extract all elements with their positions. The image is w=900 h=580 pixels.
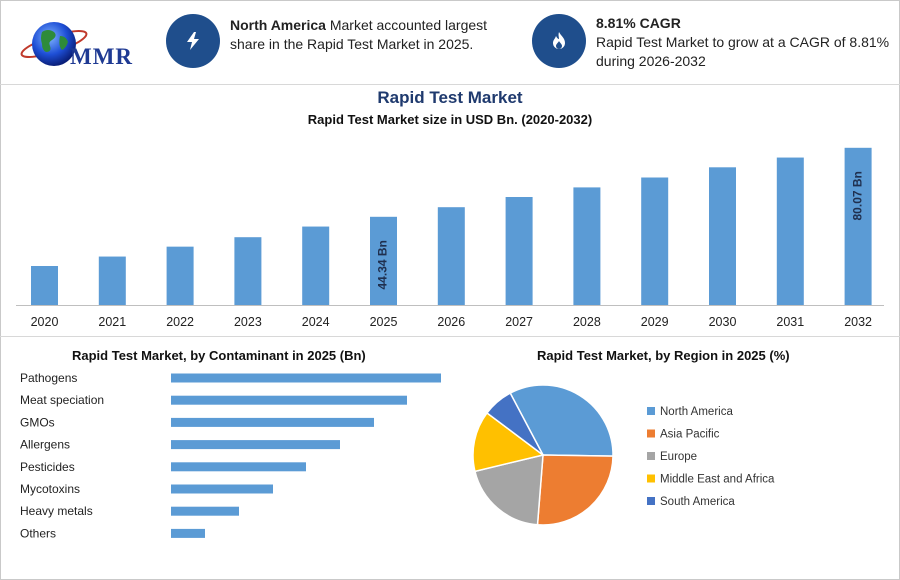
- data-label-2025: 44.34 Bn: [376, 240, 390, 289]
- x-tick-label: 2028: [573, 315, 601, 329]
- hbar-others: [171, 528, 205, 538]
- x-tick-label: 2026: [437, 315, 465, 329]
- badge1-line2: share in the Rapid Test Market in 2025.: [230, 36, 474, 52]
- x-tick-label: 2031: [776, 315, 804, 329]
- globe-logo-icon: [20, 22, 88, 66]
- bar-2020: [31, 266, 58, 305]
- x-tick-label: 2024: [302, 315, 330, 329]
- badge-lightning-circle: [166, 14, 220, 68]
- pie-slice-europe: [474, 454, 544, 526]
- market-size-bar-chart: 2020 2021 2022 2023 2024 2025 44.34 Bn 2026 2027…: [16, 147, 884, 329]
- legend-label: Middle East and Africa: [660, 474, 775, 486]
- x-tick-label: 2025: [370, 315, 398, 329]
- bar-2022: [166, 246, 194, 305]
- region-chart-title: Rapid Test Market, by Region in 2025 (%): [537, 348, 790, 363]
- badge1-line1: Market accounted largest: [325, 17, 488, 33]
- legend-label: South America: [660, 496, 735, 508]
- lightning-icon: [187, 32, 199, 50]
- pie-slice-south-america: [485, 392, 544, 456]
- x-tick-label: 2032: [844, 315, 872, 329]
- data-label-2032: 80.07 Bn: [850, 171, 864, 220]
- badge1-text: North America Market accounted largest s…: [230, 16, 510, 54]
- bar-2027: [505, 197, 533, 305]
- logo-text: MMR: [70, 44, 134, 69]
- legend-swatch: [647, 429, 655, 438]
- legend-label: Europe: [660, 451, 697, 463]
- bar-2026: [437, 207, 465, 305]
- bar-2030: [709, 167, 736, 305]
- x-tick-label: 2020: [31, 315, 59, 329]
- hbar-allergens: [171, 440, 340, 450]
- legend-swatch: [647, 474, 655, 483]
- bar-2025: [370, 216, 397, 305]
- badge1-bold: North America: [230, 17, 326, 33]
- hbar-mycotoxins: [171, 484, 273, 494]
- hbar-gmos: [171, 417, 374, 427]
- category-label: Meat speciation: [20, 393, 104, 407]
- hbar-meat-speciation: [171, 395, 407, 405]
- bar-2024: [302, 226, 330, 305]
- main-title: Rapid Test Market: [377, 88, 523, 107]
- x-tick-label: 2023: [234, 315, 262, 329]
- bar-2023: [234, 237, 262, 305]
- hbar-pesticides: [171, 462, 306, 472]
- hbar-heavy-metals: [171, 506, 239, 516]
- badge2-line2: during 2026-2032: [596, 53, 706, 69]
- category-label: GMOs: [20, 415, 55, 429]
- x-tick-label: 2021: [98, 315, 126, 329]
- contaminant-hbar-chart: Pathogens Meat speciation GMOs Allergens Pes…: [20, 371, 441, 540]
- category-label: Allergens: [20, 438, 70, 452]
- bar-2031: [776, 157, 804, 305]
- bar-2028: [573, 187, 601, 305]
- legend-swatch: [647, 407, 655, 415]
- pie-slice-north-america: [509, 384, 614, 457]
- x-tick-label: 2030: [709, 315, 737, 329]
- x-tick-label: 2022: [166, 315, 194, 329]
- legend-label: North America: [660, 406, 733, 418]
- legend-label: Asia Pacific: [660, 429, 720, 441]
- pie-slice-asia-pacific: [536, 454, 614, 526]
- chart-subtitle: Rapid Test Market size in USD Bn. (2020-…: [307, 112, 593, 127]
- bar-2021: [98, 256, 126, 305]
- hbar-pathogens: [171, 373, 441, 383]
- legend-swatch: [647, 452, 655, 460]
- category-label: Others: [20, 526, 56, 540]
- x-tick-label: 2027: [505, 315, 533, 329]
- x-tick-label: 2029: [641, 315, 669, 329]
- header-divider: [0, 84, 900, 85]
- category-label: Pesticides: [20, 460, 75, 474]
- badge2-text: 8.81% CAGR Rapid Test Market to grow at …: [596, 14, 896, 71]
- badge-flame-circle: [532, 14, 586, 68]
- region-pie-chart: North America Asia Pacific Europe Middle Ea…: [472, 384, 775, 526]
- section-divider: [0, 336, 900, 337]
- contaminant-chart-title: Rapid Test Market, by Contaminant in 202…: [72, 348, 366, 363]
- category-label: Heavy metals: [20, 504, 93, 518]
- badge2-bold: 8.81% CAGR: [596, 15, 681, 31]
- badge2-line1: Rapid Test Market to grow at a CAGR of 8…: [596, 34, 890, 50]
- category-label: Pathogens: [20, 371, 77, 385]
- flame-icon: [553, 32, 565, 49]
- legend-swatch: [647, 497, 655, 505]
- category-label: Mycotoxins: [20, 482, 80, 496]
- pie-slice-middle-east-and-africa: [472, 411, 545, 473]
- bar-2032: [844, 147, 872, 305]
- bar-2029: [641, 177, 669, 305]
